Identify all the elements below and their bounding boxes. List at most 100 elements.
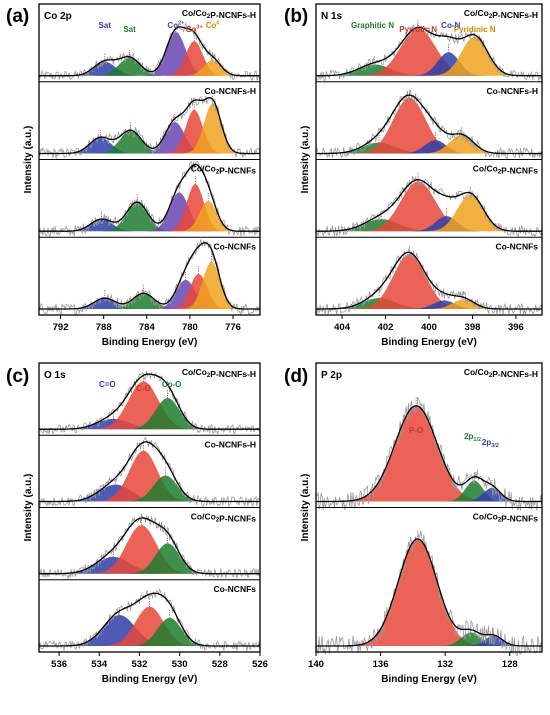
trace-2: Co/Co2P-NCNFs — [38, 512, 261, 580]
trace-0: Co/Co2P-NCNFs-H — [315, 8, 543, 82]
fit-peak-2 — [316, 140, 542, 154]
fit-peak-4 — [39, 261, 260, 309]
fit-peak-4 — [39, 103, 260, 154]
fit-peak-2 — [316, 216, 542, 232]
x-axis-label: Binding Energy (eV) — [381, 674, 477, 685]
fit-peak-1 — [39, 525, 260, 574]
fit-peak-1 — [316, 28, 542, 76]
trace-name: Co/Co2P-NCNFs — [191, 164, 256, 176]
x-tick-label: 534 — [91, 659, 108, 670]
panel-label: (a) — [6, 6, 29, 27]
x-axis-label: Binding Energy (eV) — [381, 337, 477, 348]
trace-name: Co-NCNFs — [496, 241, 539, 251]
x-tick-label: 136 — [373, 659, 389, 670]
fit-peak-1 — [39, 381, 260, 430]
x-tick-label: 784 — [139, 322, 156, 333]
annotation-1: C-O — [136, 384, 151, 393]
fit-envelope — [39, 592, 260, 647]
x-tick-label: 402 — [378, 322, 394, 333]
annotation-0: Sat — [99, 21, 112, 30]
trace-1: Co-NCNFs-H — [38, 86, 261, 159]
x-tick-label: 398 — [465, 322, 481, 333]
annotation-1: 2p1/2 — [464, 432, 481, 443]
x-tick-label: 404 — [334, 322, 351, 333]
fit-envelope — [316, 251, 542, 310]
trace-1: Co-NCNFs-H — [315, 86, 543, 160]
trace-1: Co/Co2P-NCNFs — [315, 512, 543, 657]
fit-envelope — [316, 94, 542, 155]
fit-peak-1 — [316, 254, 542, 309]
annotation-2: Co-O — [162, 380, 182, 389]
fit-peak-0 — [39, 61, 260, 76]
annotation-0: C=O — [99, 380, 116, 389]
x-tick-label: 132 — [437, 659, 453, 670]
annotation-1: Pyrrolic N — [399, 25, 437, 34]
trace-name: Co/Co2P-NCNFs-H — [182, 8, 256, 20]
annotation-1: Sat — [123, 25, 136, 34]
annotation-4: Co0 — [206, 21, 220, 31]
fit-peak-0 — [316, 219, 542, 232]
fit-peak-0 — [316, 538, 542, 646]
fit-peak-1 — [39, 293, 260, 309]
raw-data — [38, 161, 261, 238]
fit-peak-0 — [39, 556, 260, 574]
panel-title: Co 2p — [44, 11, 72, 22]
fit-peak-0 — [39, 615, 260, 646]
panel-c: (c) O 1s Co/Co2P-NCNFs-H Co-NCNFs-H Co/Co2P-… — [6, 362, 268, 685]
annotation-0: Graphitic N — [351, 21, 394, 30]
x-tick-label: 792 — [53, 322, 69, 333]
x-tick-label: 776 — [225, 322, 241, 333]
fit-peak-2 — [39, 398, 260, 430]
fit-envelope — [316, 26, 542, 77]
fit-peak-0 — [39, 418, 260, 430]
trace-name: Co/Co2P-NCNFs-H — [464, 8, 538, 20]
trace-3: Co-NCNFs — [38, 584, 261, 652]
raw-data — [38, 21, 261, 82]
fit-peak-1 — [39, 450, 260, 502]
x-tick-label: 400 — [421, 322, 437, 333]
plot-frame — [315, 362, 543, 653]
fit-peak-2 — [39, 475, 260, 502]
fit-peak-1 — [316, 97, 542, 154]
annotation-2: 2p3/2 — [482, 438, 499, 449]
raw-data — [38, 588, 261, 652]
trace-name: Co-NCNFs — [214, 241, 257, 251]
x-axis-label: Binding Energy (eV) — [102, 674, 198, 685]
panel-title: O 1s — [44, 370, 66, 381]
x-tick-label: 780 — [182, 322, 198, 333]
fit-envelope — [39, 163, 260, 232]
fit-peak-2 — [39, 543, 260, 574]
fit-peak-1 — [39, 130, 260, 154]
y-axis-label: Intensity (a.u.) — [23, 474, 34, 542]
fit-peak-0 — [316, 64, 542, 76]
x-tick-label: 530 — [172, 659, 188, 670]
panel-label: (c) — [6, 366, 29, 387]
raw-data — [315, 530, 543, 657]
plot-frame — [38, 362, 261, 653]
fit-envelope — [39, 373, 260, 430]
panel-d: (d) P 2p Co/Co2P-NCNFs-H Co/Co2P-NCNFs P-O 2p… — [284, 362, 543, 685]
panel-title: P 2p — [321, 370, 342, 381]
y-axis-label: Intensity (a.u.) — [23, 126, 34, 194]
x-tick-label: 396 — [508, 322, 524, 333]
fit-peak-0 — [39, 298, 260, 309]
trace-name: Co/Co2P-NCNFs — [473, 512, 538, 524]
fit-peak-2 — [39, 32, 260, 76]
trace-2: Co/Co2P-NCNFs — [38, 161, 261, 238]
panel-label: (d) — [284, 366, 308, 387]
trace-2: Co/Co2P-NCNFs — [315, 164, 543, 238]
x-tick-label: 788 — [96, 322, 112, 333]
panel-a: (a) Co 2p Co/Co2P-NCNFs-H Co-NCNFs-H Co/Co2P… — [6, 3, 261, 348]
trace-name: Co-NCNFs — [214, 584, 257, 594]
trace-name: Co/Co2P-NCNFs-H — [464, 367, 538, 379]
trace-0: Co/Co2P-NCNFs-H — [38, 367, 261, 436]
x-tick-label: 528 — [212, 659, 228, 670]
fit-peak-2 — [316, 300, 542, 309]
fit-envelope — [39, 517, 260, 575]
panel-title: N 1s — [321, 11, 343, 22]
trace-0: Co/Co2P-NCNFs-H — [315, 367, 543, 511]
raw-data — [38, 239, 261, 316]
panel-b: (b) N 1s Co/Co2P-NCNFs-H Co-NCNFs-H Co/Co2P-… — [284, 3, 543, 348]
annotation-0: P-O — [409, 426, 423, 435]
